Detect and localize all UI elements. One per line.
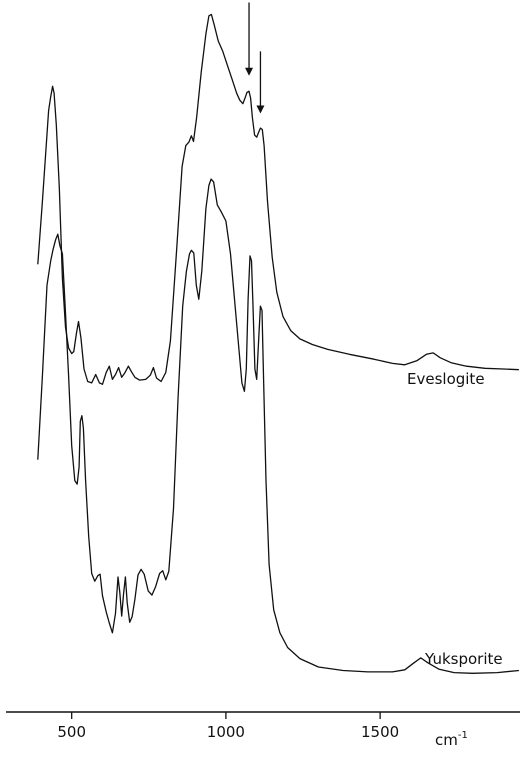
x-tick-label-1000: 1000: [207, 723, 245, 741]
peak-arrow-1: [245, 2, 254, 76]
x-axis: 500 1000 1500: [6, 711, 520, 741]
annotation-layer: [245, 2, 265, 114]
series-label-yuksporite: Yuksporite: [424, 650, 503, 668]
series-line-yuksporite: [37, 178, 519, 674]
x-axis-unit-label: cm-1: [435, 730, 468, 749]
series-label-eveslogite: Eveslogite: [407, 370, 485, 388]
series-line-eveslogite: [37, 13, 519, 385]
x-axis-unit: cm: [435, 731, 458, 749]
x-axis-unit-exponent: -1: [458, 730, 468, 741]
x-tick-label-1500: 1500: [361, 723, 399, 741]
x-tick-label-500: 500: [57, 723, 86, 741]
svg-text:cm-1: cm-1: [435, 730, 468, 749]
series-layer: [37, 13, 519, 674]
peak-arrow-2: [256, 51, 265, 114]
